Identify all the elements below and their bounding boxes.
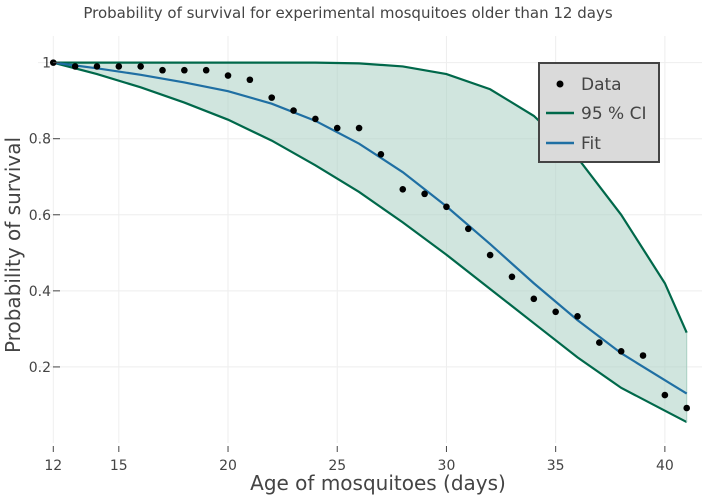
y-axis-title: Probability of survival <box>1 137 25 353</box>
data-point <box>421 190 428 198</box>
legend-data-marker <box>556 80 564 88</box>
data-point <box>508 273 516 281</box>
data-point <box>683 404 691 412</box>
chart-title: Probability of survival for experimental… <box>83 4 612 22</box>
legend-entry-data: Data <box>581 75 622 95</box>
data-point <box>399 185 407 193</box>
x-tick-label: 12 <box>44 458 62 474</box>
x-tick-label: 40 <box>656 458 674 474</box>
ci-band <box>53 61 688 424</box>
data-point <box>159 66 166 74</box>
x-tick-label: 20 <box>219 458 237 474</box>
data-point <box>443 203 450 211</box>
data-point <box>115 63 123 70</box>
y-tick-label: 0.4 <box>29 284 51 300</box>
data-points <box>49 59 691 412</box>
data-point <box>377 150 385 158</box>
data-point <box>661 391 669 399</box>
data-point <box>246 76 254 84</box>
data-point <box>137 63 144 70</box>
x-axis-ticks: 12 15 20 25 30 35 40 <box>44 446 674 474</box>
data-point <box>181 66 188 74</box>
data-point <box>312 115 319 123</box>
data-point <box>290 107 297 114</box>
data-point <box>639 352 647 359</box>
data-point <box>486 251 494 259</box>
data-point <box>574 313 581 320</box>
ci-band-fill <box>53 62 687 423</box>
data-point <box>224 72 232 79</box>
data-point <box>355 124 363 132</box>
legend-entry-ci: 95 % CI <box>581 104 646 124</box>
ci-lower-line <box>53 61 688 424</box>
data-point <box>333 124 341 132</box>
y-tick-label: 0.8 <box>29 132 51 148</box>
data-point <box>464 225 472 233</box>
x-tick-label: 35 <box>547 458 565 474</box>
data-point <box>202 66 210 74</box>
ci-upper-line <box>53 61 688 334</box>
x-tick-label: 25 <box>328 458 346 474</box>
data-point <box>268 94 276 101</box>
data-point <box>596 339 603 346</box>
fit-line-layer <box>53 61 688 395</box>
y-tick-label: 0.2 <box>29 360 51 376</box>
data-point <box>552 308 559 316</box>
y-tick-label: 1 <box>42 56 51 72</box>
x-tick-label: 15 <box>110 458 128 474</box>
fit-line <box>53 61 688 395</box>
legend-entry-fit: Fit <box>581 134 601 154</box>
y-tick-label: 0.6 <box>29 208 51 224</box>
y-axis-ticks: 0.2 0.4 0.6 0.8 1 <box>29 56 60 376</box>
data-point <box>617 348 625 355</box>
data-point <box>93 63 101 70</box>
data-point <box>71 63 79 70</box>
legend: Data 95 % CI Fit <box>538 62 660 163</box>
x-tick-label: 30 <box>438 458 456 474</box>
data-point <box>530 295 538 303</box>
x-axis-title: Age of mosquitoes (days) <box>250 471 506 495</box>
